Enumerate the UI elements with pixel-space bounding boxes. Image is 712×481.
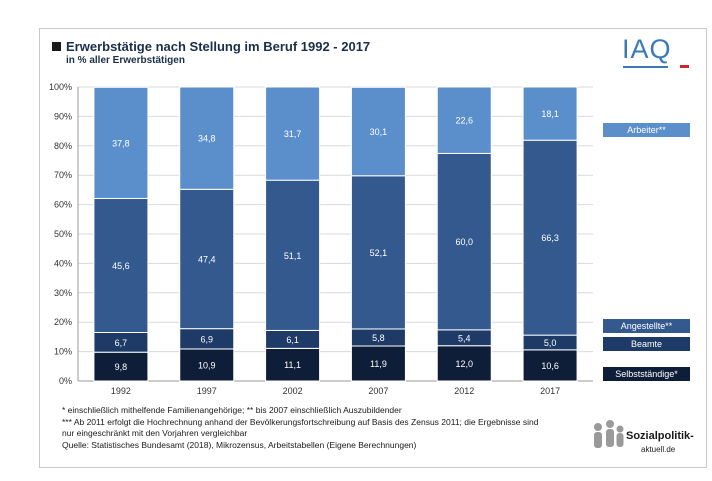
x-tick-label: 1992 (111, 386, 131, 396)
data-label: 9,8 (115, 362, 128, 372)
data-label: 60,0 (455, 237, 473, 247)
data-label: 5,0 (544, 338, 557, 348)
bar-segment-arbeiter (265, 86, 321, 181)
data-label: 11,1 (284, 360, 301, 370)
iaq-logo-accent (680, 65, 689, 68)
data-label: 34,8 (198, 134, 216, 144)
bar-segment-angestellte (350, 175, 406, 330)
legend-arbeiter: Arbeiter** (603, 123, 690, 137)
iaq-logo: IAQ (622, 34, 689, 68)
legend-selbststaendige: Selbstständige* (603, 367, 690, 381)
bar-segment-selbststaendige (522, 349, 578, 382)
x-tick-label: 2002 (283, 386, 303, 396)
legend-beamte-label: Beamte (630, 339, 663, 349)
data-label: 31,7 (284, 129, 302, 139)
legend-selbststaendige-label: Selbstständige* (615, 369, 678, 379)
x-tick-label: 2007 (368, 386, 388, 396)
data-label: 18,1 (541, 109, 559, 119)
footnote-2: *** Ab 2011 erfolgt die Hochrechnung anh… (62, 416, 539, 427)
y-tick-label: 10% (54, 347, 72, 357)
bar-segment-selbststaendige (265, 347, 321, 382)
y-tick-label: 0% (59, 376, 72, 386)
legend-angestellte: Angestellte** (603, 319, 690, 333)
sozialpolitik-logo-text: Sozialpolitik- (626, 430, 694, 442)
x-tick-label: 2017 (540, 386, 560, 396)
chart-subtitle: in % aller Erwerbstätigen (66, 55, 185, 66)
data-label: 6,7 (115, 338, 128, 348)
bar-segment-arbeiter (436, 86, 492, 154)
data-label: 52,1 (370, 248, 388, 258)
footnotes: * einschließlich mithelfende Familienang… (62, 405, 538, 451)
chart-title: Erwerbstätige nach Stellung im Beruf 199… (66, 39, 371, 54)
y-tick-label: 50% (54, 229, 72, 239)
y-tick-label: 60% (54, 200, 72, 210)
data-label: 37,8 (112, 138, 130, 148)
bar-segment-selbststaendige (179, 348, 235, 382)
y-tick-label: 100% (49, 82, 72, 92)
data-label: 10,6 (541, 361, 559, 371)
title-bullet (52, 42, 61, 51)
footnote-3: nur eingeschränkt mit den Vorjahren verg… (62, 428, 248, 438)
iaq-logo-text: IAQ (622, 34, 672, 64)
footnote-1: * einschließlich mithelfende Familienang… (62, 405, 402, 415)
legend-angestellte-label: Angestellte** (620, 321, 673, 331)
source-note: Quelle: Statistisches Bundesamt (2018), … (62, 439, 417, 450)
data-label: 45,6 (112, 261, 130, 271)
y-tick-label: 80% (54, 141, 72, 151)
data-label: 30,1 (370, 127, 388, 137)
data-label: 47,4 (198, 254, 216, 264)
sozialpolitik-logo-figures (594, 420, 624, 448)
data-label: 11,9 (370, 359, 387, 369)
x-tick-label: 1997 (197, 386, 217, 396)
bar-segment-angestellte (522, 139, 578, 336)
title-row: Erwerbstätige nach Stellung im Beruf 199… (52, 39, 370, 54)
legend-arbeiter-label: Arbeiter** (627, 125, 666, 135)
data-label: 12,0 (455, 359, 473, 369)
bar-segment-arbeiter (522, 86, 578, 141)
data-label: 10,9 (198, 360, 216, 370)
bar-segment-selbststaendige (350, 345, 406, 382)
bar-segment-arbeiter (93, 86, 149, 199)
data-label: 66,3 (541, 233, 559, 243)
data-label: 22,6 (455, 116, 473, 126)
bar-segment-arbeiter (179, 86, 235, 190)
data-label: 5,4 (458, 333, 471, 343)
iaq-logo-underline (623, 66, 668, 68)
x-tick-label: 2012 (454, 386, 474, 396)
data-label: 51,1 (284, 251, 302, 261)
y-tick-label: 90% (54, 111, 72, 121)
bar-segment-angestellte (265, 179, 321, 331)
bar-segment-arbeiter (350, 86, 406, 177)
bar-segment-angestellte (179, 188, 235, 330)
y-tick-label: 70% (54, 170, 72, 180)
y-tick-label: 30% (54, 288, 72, 298)
data-label: 6,1 (286, 335, 299, 345)
bar-segment-selbststaendige (93, 351, 149, 382)
sozialpolitik-logo-domain: aktuell.de (641, 445, 676, 454)
bar-segment-angestellte (436, 152, 492, 331)
y-tick-label: 20% (54, 317, 72, 327)
legend-beamte: Beamte (603, 337, 690, 351)
y-tick-label: 40% (54, 258, 72, 268)
data-label: 6,9 (200, 334, 213, 344)
data-label: 5,8 (372, 333, 385, 343)
